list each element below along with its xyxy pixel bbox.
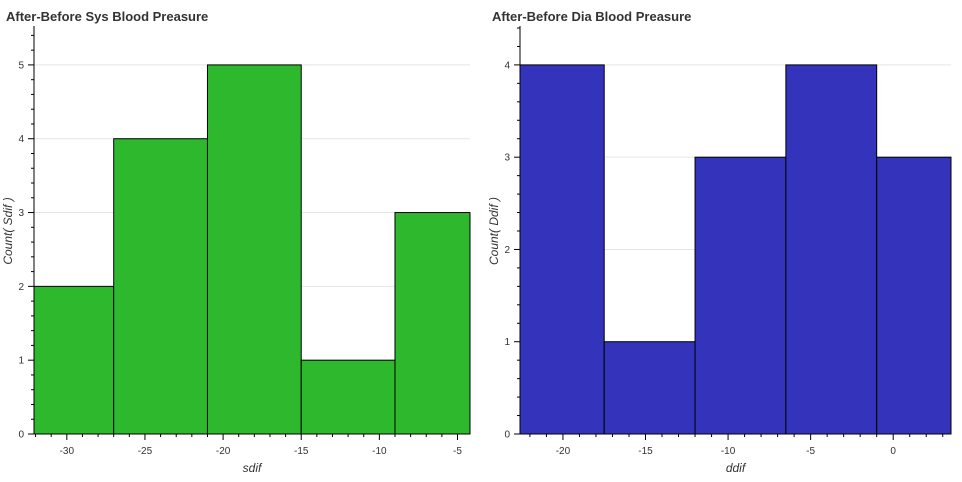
dia-histogram-chart: After-Before Dia Blood Preasure 0 1 2 3 4 -20 -… [487,9,952,475]
x-tick-label: -30 [60,446,75,457]
x-tick-label: -5 [806,446,815,457]
y-tick-label: 4 [18,134,24,145]
y-tick-label: 0 [18,430,24,441]
histogram-bar [876,156,952,435]
x-tick-label: 0 [890,446,896,457]
bars-group [519,64,952,435]
histogram-bar [33,285,115,435]
histogram-bar [206,64,302,435]
x-tick-label: -20 [556,446,571,457]
y-tick-label: 3 [18,208,24,219]
histogram-bar [113,138,208,435]
y-tick-label: 0 [504,430,510,441]
y-tick-label: 1 [504,337,510,348]
sys-histogram-panel: After-Before Sys Blood Preasure 0 1 2 3 4 5 -30… [0,0,480,477]
y-tick-label: 5 [18,60,24,71]
dia-histogram-panel: After-Before Dia Blood Preasure 0 1 2 3 4 -20 -… [486,0,962,477]
x-tick-label: -15 [638,446,653,457]
histogram-bar [785,64,878,435]
y-tick-label: 3 [504,153,510,164]
y-tick-label: 2 [18,282,24,293]
x-tick-label: -10 [721,446,736,457]
bars-group [33,64,471,435]
histogram-bar [694,156,787,435]
sys-histogram-chart: After-Before Sys Blood Preasure 0 1 2 3 4 5 -30… [1,9,471,475]
x-tick-label: -5 [453,446,462,457]
histogram-bar [519,64,605,435]
chart-title: After-Before Dia Blood Preasure [492,9,691,24]
x-tick-label: -10 [372,446,387,457]
y-tick-label: 2 [504,245,510,256]
y-axis-label: Count( Sdif ) [1,197,15,264]
x-axis-label: ddif [726,461,747,475]
histogram-bar [300,359,396,435]
chart-title: After-Before Sys Blood Preasure [6,9,208,24]
x-tick-label: -20 [216,446,231,457]
histogram-bar [603,341,696,435]
x-axis-label: sdif [243,461,263,475]
y-axis-label: Count( Ddif ) [487,197,501,265]
y-tick-label: 4 [504,60,510,71]
x-tick-label: -15 [294,446,309,457]
x-tick-label: -25 [138,446,153,457]
histogram-bar [394,212,471,435]
y-tick-label: 1 [18,356,24,367]
